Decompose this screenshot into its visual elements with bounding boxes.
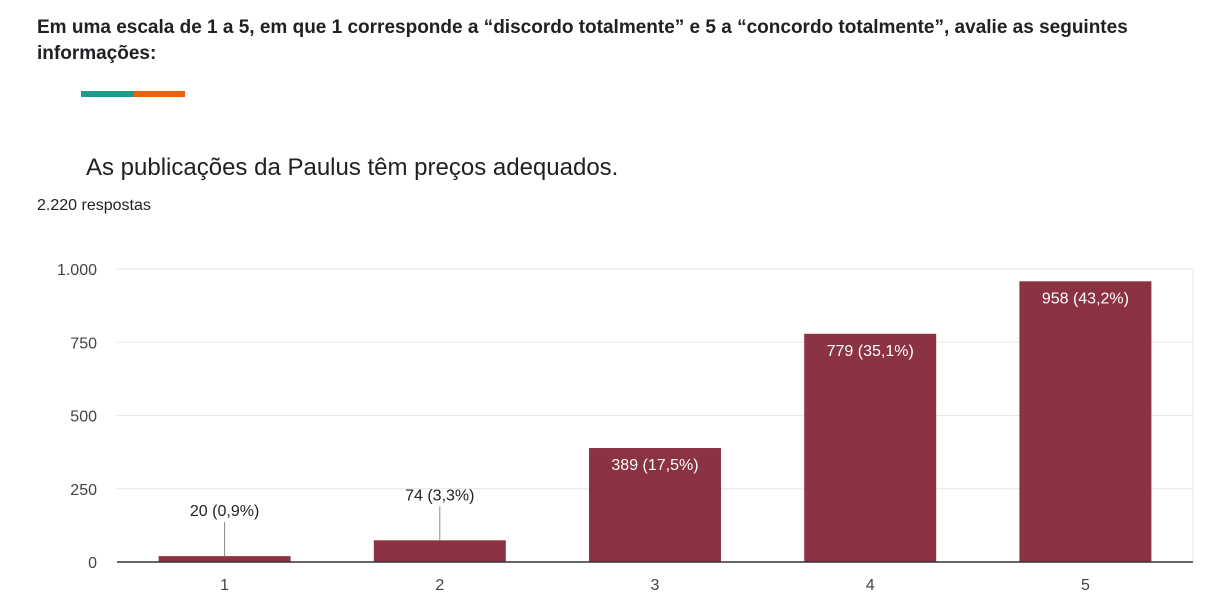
accent-bar [81,91,185,97]
data-label: 20 (0,9%) [190,503,259,520]
accent-bar-teal [81,91,134,97]
bar [804,333,937,562]
axis-layer: 0 250 500 750 1.000 1 2 3 4 5 [57,262,1193,594]
data-label: 958 (43,2%) [1042,290,1129,307]
y-tick-label: 750 [70,335,97,352]
bar [158,556,291,562]
y-tick-label: 1.000 [57,262,97,279]
grid-layer [117,268,1194,562]
x-tick-label: 3 [651,577,660,594]
x-tick-label: 2 [435,577,444,594]
question-title: As publicações da Paulus têm preços adeq… [86,154,619,181]
x-tick-label: 5 [1081,577,1090,594]
data-label: 779 (35,1%) [827,343,914,360]
bar [373,540,506,562]
y-tick-label: 500 [70,409,97,426]
x-tick-label: 1 [220,577,229,594]
labels-layer: 20 (0,9%) 74 (3,3%) 389 (17,5%) 779 (35,1%)… [190,290,1129,557]
response-count: 2.220 respostas [37,197,151,214]
bar [1019,281,1152,562]
question-instruction: Em uma escala de 1 a 5, em que 1 corresp… [37,17,1128,64]
accent-bar-orange [134,91,185,97]
y-tick-label: 0 [88,555,97,572]
data-label: 74 (3,3%) [405,487,474,504]
y-tick-label: 250 [70,482,97,499]
bars-layer [158,281,1152,562]
bar [589,448,721,562]
data-label: 389 (17,5%) [611,457,698,474]
x-tick-label: 4 [866,577,875,594]
